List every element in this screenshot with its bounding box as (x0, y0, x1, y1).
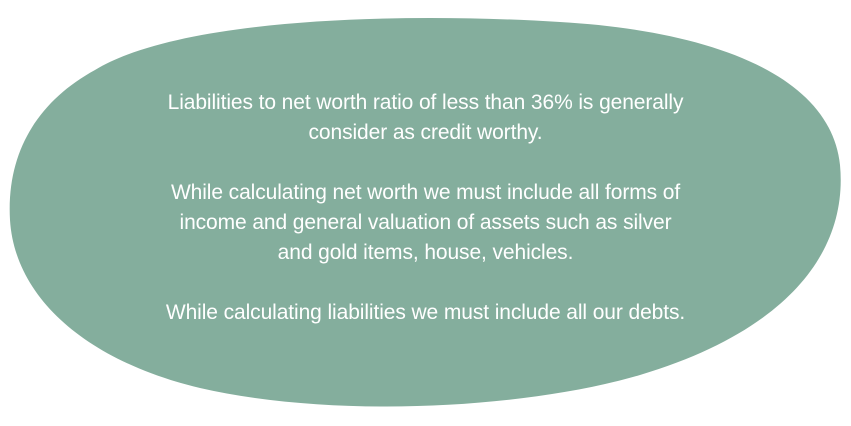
paragraph-credit-worthiness: Liabilities to net worth ratio of less t… (100, 88, 751, 148)
paragraph-1-line-1: Liabilities to net worth ratio of less t… (167, 91, 684, 114)
paragraph-2-line-2: income and general valuation of assets s… (179, 211, 672, 234)
blob-path (9, 17, 841, 407)
paragraph-2-line-3: and gold items, house, vehicles. (277, 241, 574, 264)
paragraph-net-worth: While calculating net worth we must incl… (100, 178, 751, 268)
text-content: Liabilities to net worth ratio of less t… (100, 88, 751, 328)
paragraph-1-line-2: consider as credit worthy. (308, 121, 543, 144)
paragraph-2-line-1: While calculating net worth we must incl… (170, 181, 681, 204)
paragraph-liabilities: While calculating liabilities we must in… (100, 298, 751, 328)
paragraph-3-line-1: While calculating liabilities we must in… (165, 301, 686, 324)
